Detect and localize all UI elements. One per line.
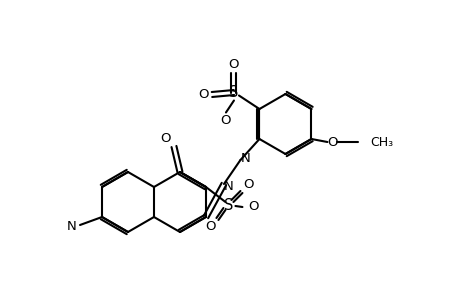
Text: O: O <box>205 220 215 233</box>
Text: O: O <box>248 200 258 214</box>
Text: O: O <box>228 58 239 71</box>
Text: S: S <box>229 85 238 100</box>
Text: CH₃: CH₃ <box>369 136 392 148</box>
Text: O: O <box>198 88 209 101</box>
Text: N: N <box>67 220 77 233</box>
Text: O: O <box>220 114 231 127</box>
Text: O: O <box>243 178 253 191</box>
Text: N: N <box>240 152 250 164</box>
Text: O: O <box>326 136 337 148</box>
Text: O: O <box>160 132 171 145</box>
Text: N: N <box>224 181 233 194</box>
Text: S: S <box>223 197 233 212</box>
